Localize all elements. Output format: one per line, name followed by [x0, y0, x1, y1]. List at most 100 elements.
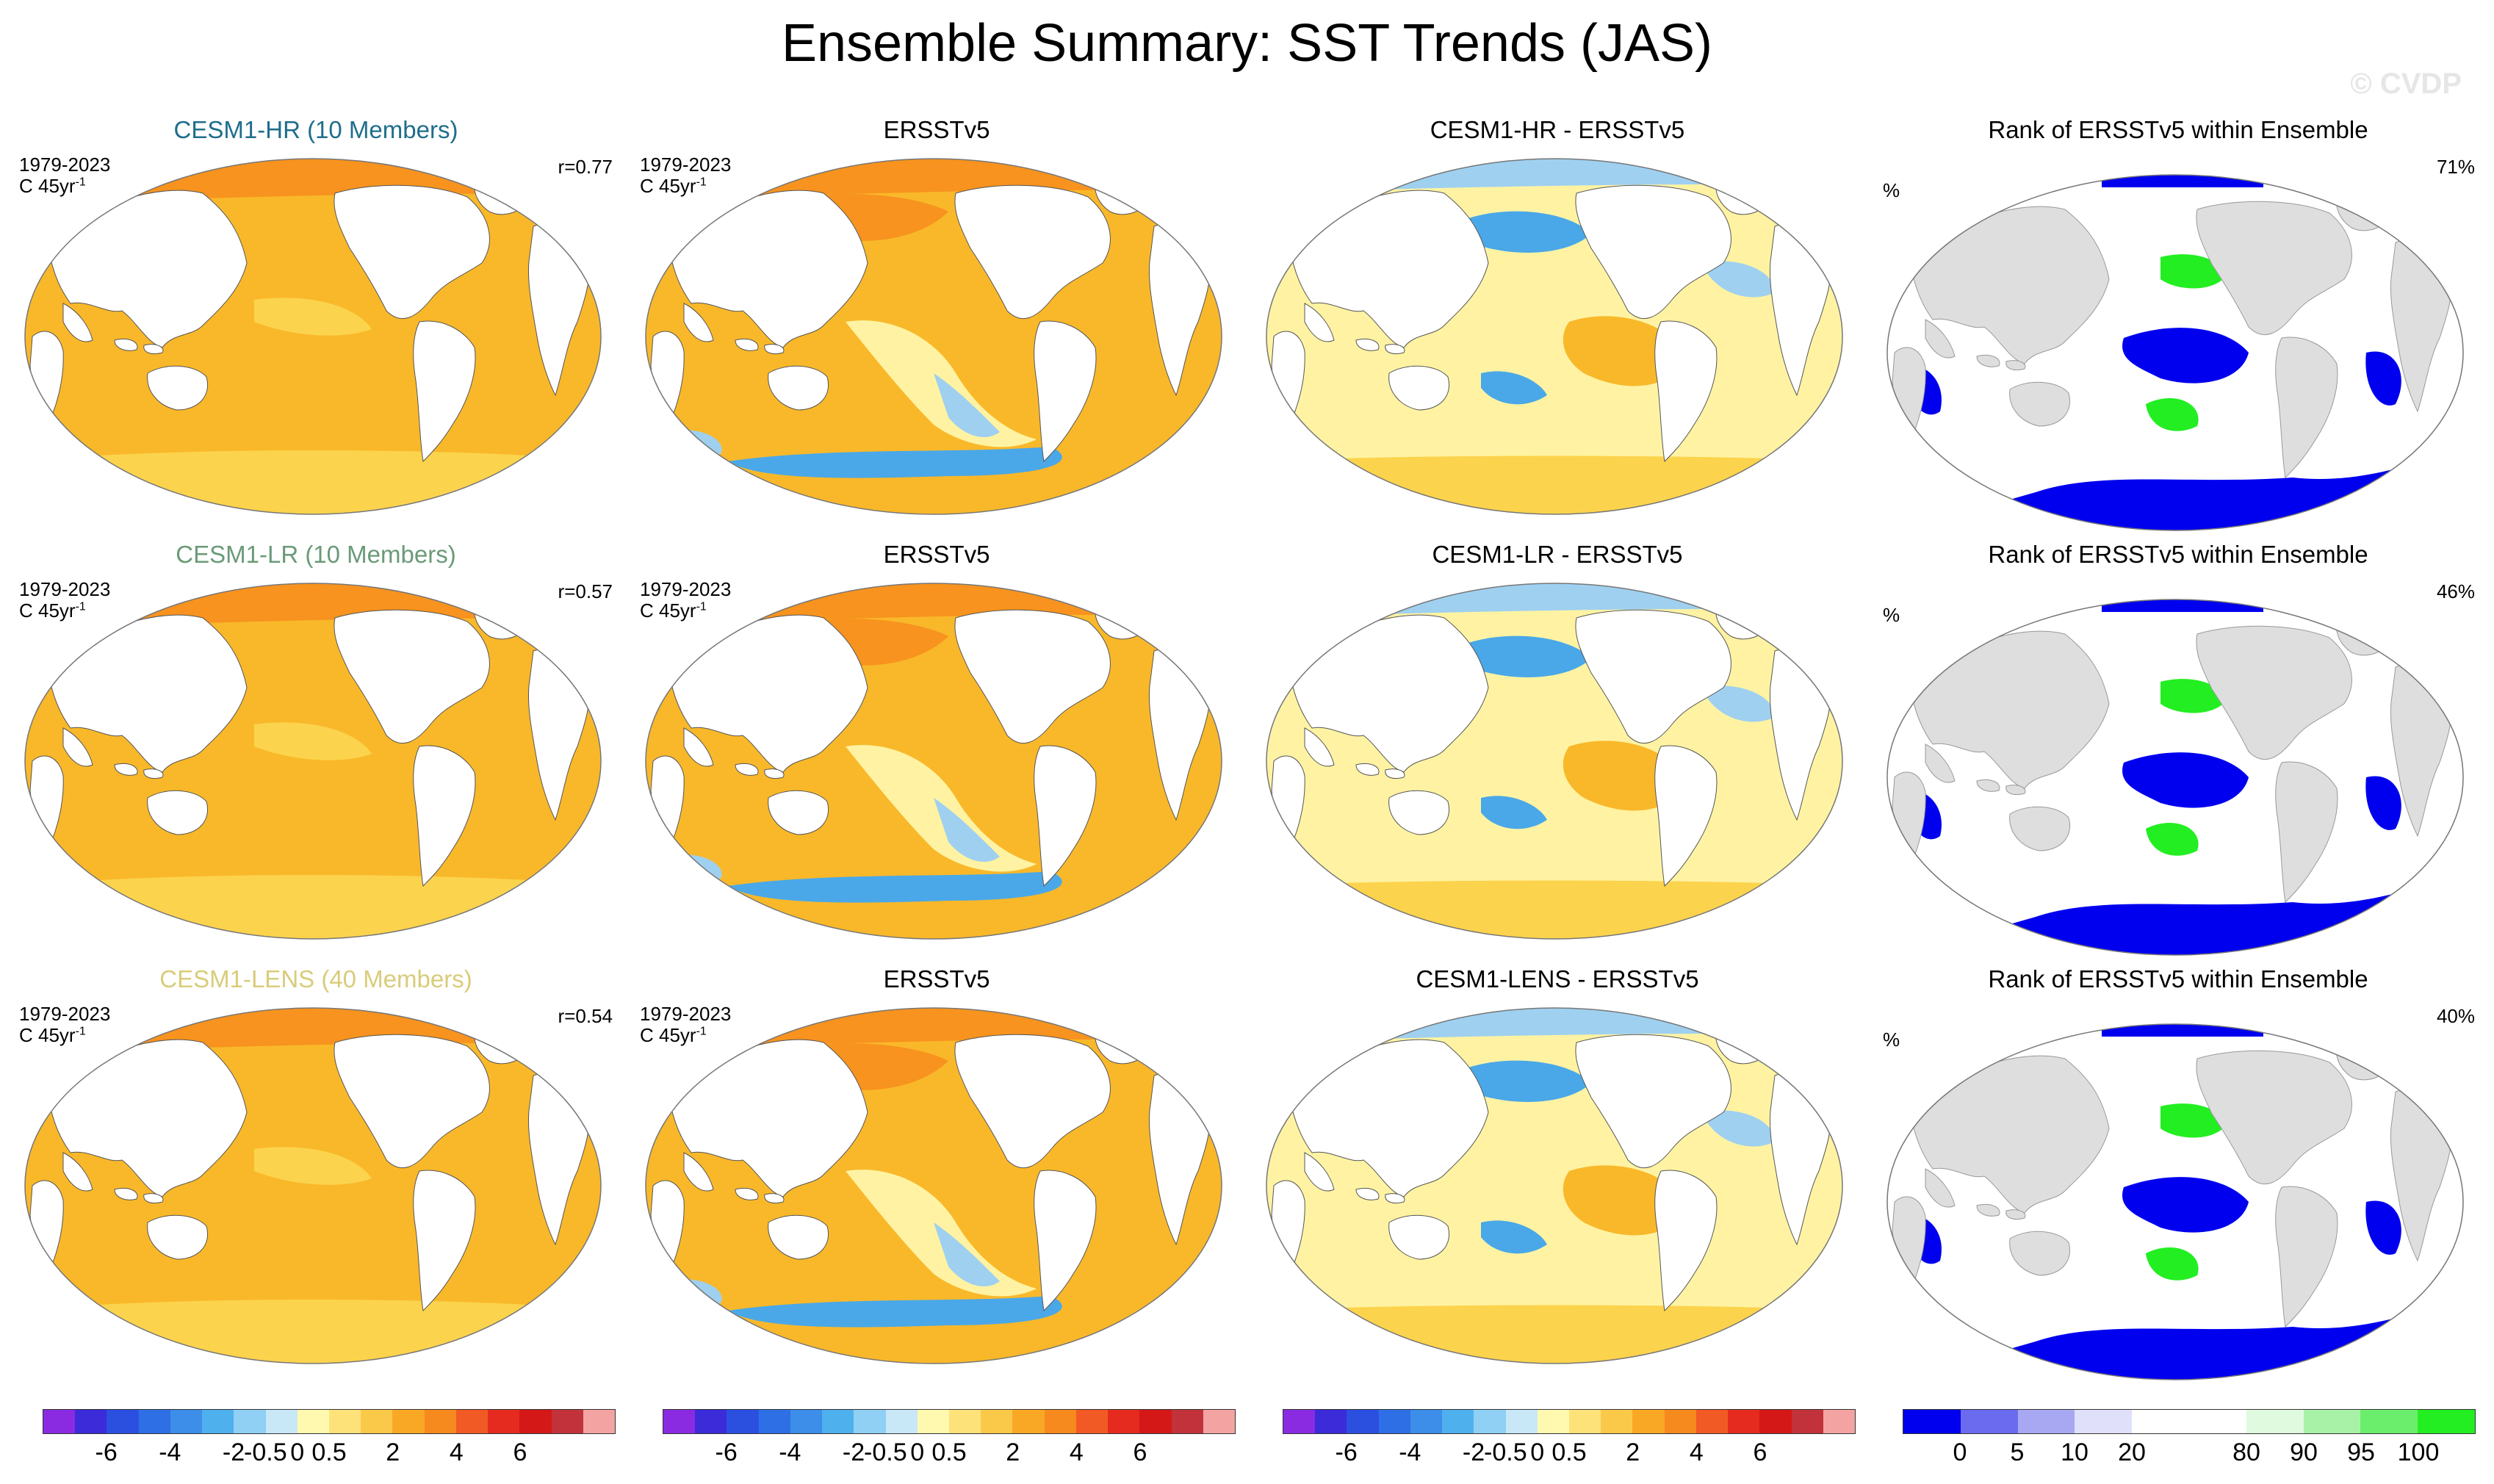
land-mass: [48, 1039, 248, 1197]
trend-region: [1266, 455, 1842, 514]
panel-title: ERSSTv5: [883, 541, 990, 568]
colorbar-swatch: [297, 1410, 329, 1433]
world-map: [645, 583, 1222, 940]
period-label: 1979-2023: [640, 154, 732, 176]
units-exponent: -1: [75, 600, 86, 613]
land-mass: [1304, 1152, 1335, 1192]
cvdp-watermark: © CVDP: [2350, 68, 2462, 100]
land-mass: [764, 344, 785, 355]
colorbar-swatch: [2188, 1410, 2246, 1433]
world-map: [1886, 599, 2464, 956]
land-mass: [1654, 320, 1718, 463]
land-mass: [1654, 1170, 1718, 1312]
map-panel-diff: CESM1-LENS - ERSSTv5: [1249, 959, 1866, 1371]
world-map: [1266, 1007, 1843, 1364]
units-text: C 45yr: [640, 1024, 696, 1046]
land-mass: [2196, 1050, 2352, 1185]
rank-region: [2160, 254, 2227, 289]
colorbar-swatches: [1283, 1409, 1856, 1434]
colorbar-swatch: [1044, 1410, 1076, 1433]
colorbar-tick-label: 4: [1069, 1438, 1084, 1466]
land-mass: [1925, 743, 1956, 783]
colorbar-swatch: [948, 1410, 981, 1433]
colorbar-swatch: [663, 1410, 696, 1433]
units-label: C 45yr-1: [640, 1024, 707, 1047]
colorbar-swatch: [107, 1410, 139, 1433]
colorbar-tick-label: 2: [1626, 1438, 1640, 1466]
land-mass: [1289, 190, 1489, 348]
land-mass: [1304, 303, 1335, 342]
rank-area-percent: 40%: [2436, 1005, 2475, 1027]
colorbar-swatch: [758, 1410, 790, 1433]
colorbar-tick-label: -4: [159, 1438, 181, 1466]
panel-title: Rank of ERSSTv5 within Ensemble: [1988, 116, 2368, 143]
panel-title: ERSSTv5: [883, 965, 990, 993]
land-mass: [1925, 1168, 1956, 1208]
world-map: [645, 1007, 1222, 1364]
land-mass: [2196, 625, 2352, 760]
trend-region: [934, 798, 1000, 862]
land-mass: [2005, 360, 2026, 371]
rank-region: [2160, 679, 2227, 713]
colorbar-tick-label: 90: [2290, 1438, 2318, 1466]
land-mass: [1388, 790, 1449, 835]
figure-title: Ensemble Summary: SST Trends (JAS): [781, 14, 1713, 73]
trend-region: [728, 447, 1062, 478]
colorbar-swatch: [695, 1410, 727, 1433]
map-border: [24, 158, 602, 515]
rank-region: [2102, 175, 2263, 187]
trend-region: [1701, 261, 1775, 298]
pattern-correlation: r=0.57: [558, 580, 613, 602]
colorbar-tick-label: -6: [715, 1438, 738, 1466]
map-border: [645, 583, 1222, 940]
map-border: [1886, 174, 2464, 531]
rank-area-percent: 46%: [2436, 580, 2475, 602]
colorbar-swatch: [1378, 1410, 1410, 1433]
colorbar-swatch: [1203, 1410, 1235, 1433]
land-mass: [143, 344, 164, 355]
colorbar-swatch: [1474, 1410, 1506, 1433]
panel-title: Rank of ERSSTv5 within Ensemble: [1988, 541, 2368, 568]
colorbar-swatch: [265, 1410, 298, 1433]
land-mass: [334, 609, 490, 744]
land-mass: [683, 303, 714, 342]
colorbar-swatch: [1139, 1410, 1172, 1433]
units-text: C 45yr: [19, 599, 76, 622]
world-map: [24, 583, 602, 940]
land-mass: [143, 1193, 164, 1204]
colorbar-swatch: [854, 1410, 886, 1433]
colorbar-tick-label: -2: [1462, 1438, 1485, 1466]
land-mass: [2009, 381, 2070, 427]
trend-region: [934, 1222, 1000, 1287]
colorbar-swatch: [1759, 1410, 1792, 1433]
world-map: [645, 158, 1222, 515]
map-border: [1886, 599, 2464, 956]
land-mass: [62, 1152, 93, 1192]
colorbar-swatch: [2017, 1410, 2075, 1433]
trend-region: [728, 871, 1062, 903]
land-mass: [2275, 1186, 2338, 1328]
land-mass: [334, 1034, 490, 1169]
land-mass: [1388, 1214, 1449, 1260]
panel-title: ERSSTv5: [883, 116, 990, 143]
land-mass: [1910, 1055, 2110, 1214]
panel-title: CESM1-HR (10 Members): [173, 116, 458, 143]
colorbar-tick-label: 0: [1953, 1438, 1967, 1466]
land-mass: [114, 339, 138, 351]
trend-region: [934, 373, 1000, 438]
rank-region: [2102, 1024, 2263, 1037]
land-mass: [1910, 630, 2110, 789]
rank-region: [2146, 1247, 2199, 1281]
land-mass: [954, 1034, 1111, 1169]
colorbar-swatch: [1171, 1410, 1203, 1433]
colorbar-tick-label: 0: [1530, 1438, 1545, 1466]
colorbar-swatch: [1315, 1410, 1347, 1433]
colorbar-swatch: [1728, 1410, 1760, 1433]
units-label: C 45yr-1: [19, 1024, 86, 1047]
colorbar-swatch: [1695, 1410, 1729, 1433]
land-mass: [334, 184, 490, 320]
colorbar-swatch: [1012, 1410, 1045, 1433]
trend-region: [254, 1147, 372, 1185]
colorbar-swatch: [1347, 1410, 1379, 1433]
map-border: [24, 583, 602, 940]
